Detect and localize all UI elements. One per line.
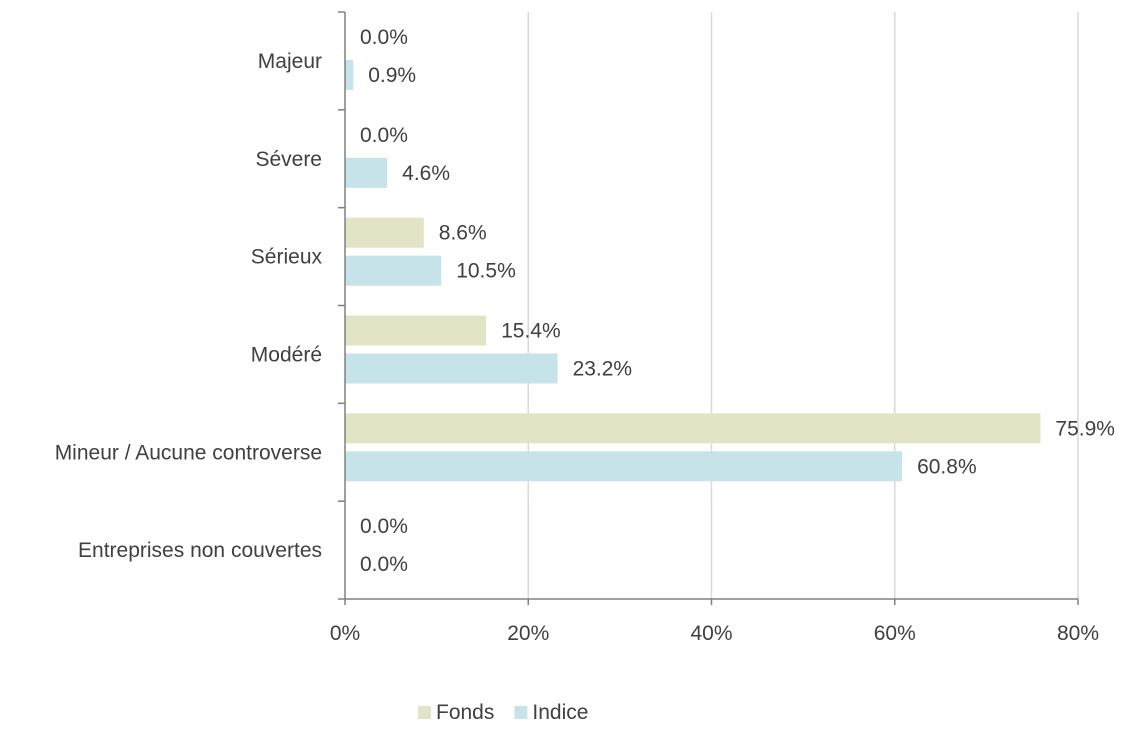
labels: 0.0% 0.9% Majeur 0.0% 4.6% Sévere 8.6% 10.5% Sér… — [55, 26, 1115, 576]
bar-indice-3 — [345, 353, 558, 384]
data-label-indice-1: 4.6% — [402, 162, 450, 185]
category-label-3: Modéré — [251, 343, 322, 366]
bar-fonds-2 — [345, 217, 424, 248]
data-label-indice-5: 0.0% — [360, 553, 408, 576]
x-tick-label-2: 40% — [690, 622, 732, 645]
bar-fonds-3 — [345, 315, 487, 346]
data-label-fonds-1: 0.0% — [360, 124, 408, 147]
data-label-fonds-5: 0.0% — [360, 515, 408, 538]
category-label-0: Majeur — [258, 50, 322, 73]
legend-swatch-fonds — [418, 706, 431, 719]
legend: Fonds Indice — [418, 701, 588, 724]
axes: 0% 20% 40% 60% 80% — [330, 11, 1099, 645]
data-label-fonds-0: 0.0% — [360, 26, 408, 49]
bar-fonds-4 — [345, 413, 1041, 444]
data-label-indice-2: 10.5% — [456, 260, 516, 283]
x-tick-label-3: 60% — [874, 622, 916, 645]
data-label-indice-0: 0.9% — [368, 64, 416, 87]
data-label-indice-3: 23.2% — [573, 358, 633, 381]
x-tick-label-0: 0% — [330, 622, 360, 645]
category-label-2: Sérieux — [251, 246, 323, 269]
x-tick-label-4: 80% — [1057, 622, 1099, 645]
data-label-fonds-2: 8.6% — [439, 222, 487, 245]
gridlines — [527, 12, 1079, 599]
category-label-4: Mineur / Aucune controverse — [55, 441, 322, 464]
data-label-indice-4: 60.8% — [917, 455, 977, 478]
legend-label-indice: Indice — [532, 701, 588, 724]
data-label-fonds-4: 75.9% — [1055, 417, 1115, 440]
bar-indice-1 — [345, 157, 388, 188]
legend-label-fonds: Fonds — [436, 701, 494, 724]
bar-indice-0 — [345, 60, 354, 90]
category-label-5: Entreprises non couvertes — [78, 539, 322, 562]
category-label-1: Sévere — [255, 148, 322, 171]
bar-indice-2 — [345, 255, 442, 286]
bar-indice-4 — [345, 451, 903, 482]
data-label-fonds-3: 15.4% — [501, 320, 561, 343]
legend-swatch-indice — [514, 706, 528, 719]
bars — [345, 60, 1041, 482]
x-tick-label-1: 20% — [507, 622, 549, 645]
